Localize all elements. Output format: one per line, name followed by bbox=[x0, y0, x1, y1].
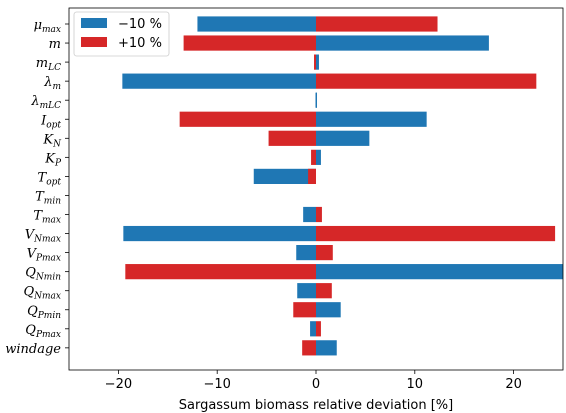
bar-series1-cat11 bbox=[303, 206, 316, 223]
bar-series1-cat16 bbox=[316, 302, 341, 318]
y-tick-label: λm bbox=[43, 75, 61, 92]
x-axis: −20 −10 0 10 20 bbox=[105, 370, 522, 392]
y-tick-label: QNmin bbox=[25, 266, 61, 283]
y-tick-label: m bbox=[49, 37, 61, 52]
legend-swatch-1 bbox=[81, 18, 107, 28]
bar-series2-cat1 bbox=[316, 16, 438, 32]
y-tick-label: Iopt bbox=[40, 113, 61, 130]
bar-series1-cat13 bbox=[296, 245, 316, 261]
bar-series2-cat3 bbox=[314, 54, 316, 70]
x-tick-label: 10 bbox=[407, 377, 424, 392]
y-tick-label: μmax bbox=[34, 18, 61, 35]
bar-series1-cat3 bbox=[316, 54, 319, 70]
bar-series2-cat18 bbox=[302, 340, 316, 356]
legend-label-2: +10 % bbox=[118, 36, 162, 51]
bar-series2-cat2 bbox=[183, 35, 316, 51]
bar-series2-cat7 bbox=[268, 130, 316, 146]
bar-series2-cat9 bbox=[308, 168, 316, 184]
y-tick-label: QPmax bbox=[25, 323, 61, 340]
y-tick-label: KN bbox=[42, 132, 62, 149]
x-tick-label: 20 bbox=[505, 377, 522, 392]
bar-series2-cat16 bbox=[293, 302, 316, 318]
x-tick-label: 0 bbox=[312, 377, 320, 392]
bar-series2-cat14 bbox=[125, 264, 316, 280]
y-tick-label: Topt bbox=[38, 170, 62, 187]
bar-series1-cat14 bbox=[316, 264, 563, 280]
y-tick-label: windage bbox=[5, 342, 61, 357]
legend-swatch-2 bbox=[81, 37, 107, 47]
y-tick-label: VNmax bbox=[25, 228, 61, 245]
y-tick-label: VPmax bbox=[27, 247, 61, 264]
bar-series2-cat8 bbox=[311, 149, 316, 165]
bars-layer bbox=[122, 16, 563, 356]
y-tick-label: Tmin bbox=[35, 189, 61, 206]
x-tick-label: −10 bbox=[203, 377, 230, 392]
bar-series1-cat12 bbox=[123, 225, 316, 242]
y-tick-label: mLC bbox=[36, 56, 61, 73]
bar-series1-cat2 bbox=[316, 35, 489, 51]
bar-series1-cat9 bbox=[253, 168, 316, 184]
bar-series2-cat11 bbox=[316, 206, 322, 223]
x-axis-title: Sargassum biomass relative deviation [%] bbox=[179, 398, 453, 413]
y-tick-label: KP bbox=[44, 151, 62, 168]
bar-series1-cat1 bbox=[197, 16, 316, 32]
bar-series2-cat4 bbox=[316, 73, 537, 89]
bar-series2-cat15 bbox=[316, 283, 332, 299]
y-tick-label: λmLC bbox=[30, 94, 61, 111]
y-axis: μmax m mLC λm λmLC Iopt KN KP Topt Tmin Tmax VNmax V… bbox=[5, 18, 69, 357]
bar-series1-cat4 bbox=[122, 73, 317, 89]
bar-series1-cat6 bbox=[316, 111, 427, 127]
bar-series1-cat7 bbox=[316, 130, 370, 146]
bar-series1-cat18 bbox=[316, 340, 337, 356]
y-tick-label: QPmin bbox=[27, 304, 61, 321]
bar-series1-cat8 bbox=[316, 149, 321, 165]
bar-series2-cat6 bbox=[179, 111, 316, 127]
legend: −10 % +10 % bbox=[73, 11, 170, 57]
legend-label-1: −10 % bbox=[118, 17, 162, 32]
y-tick-label: QNmax bbox=[23, 285, 61, 302]
bar-series1-cat15 bbox=[297, 283, 316, 299]
bar-series1-cat17 bbox=[310, 321, 316, 337]
x-tick-label: −20 bbox=[105, 377, 132, 392]
bar-series2-cat17 bbox=[316, 321, 321, 337]
bar-series2-cat13 bbox=[316, 245, 333, 261]
bar-series2-cat12 bbox=[316, 225, 556, 242]
y-tick-label: Tmax bbox=[33, 209, 61, 226]
